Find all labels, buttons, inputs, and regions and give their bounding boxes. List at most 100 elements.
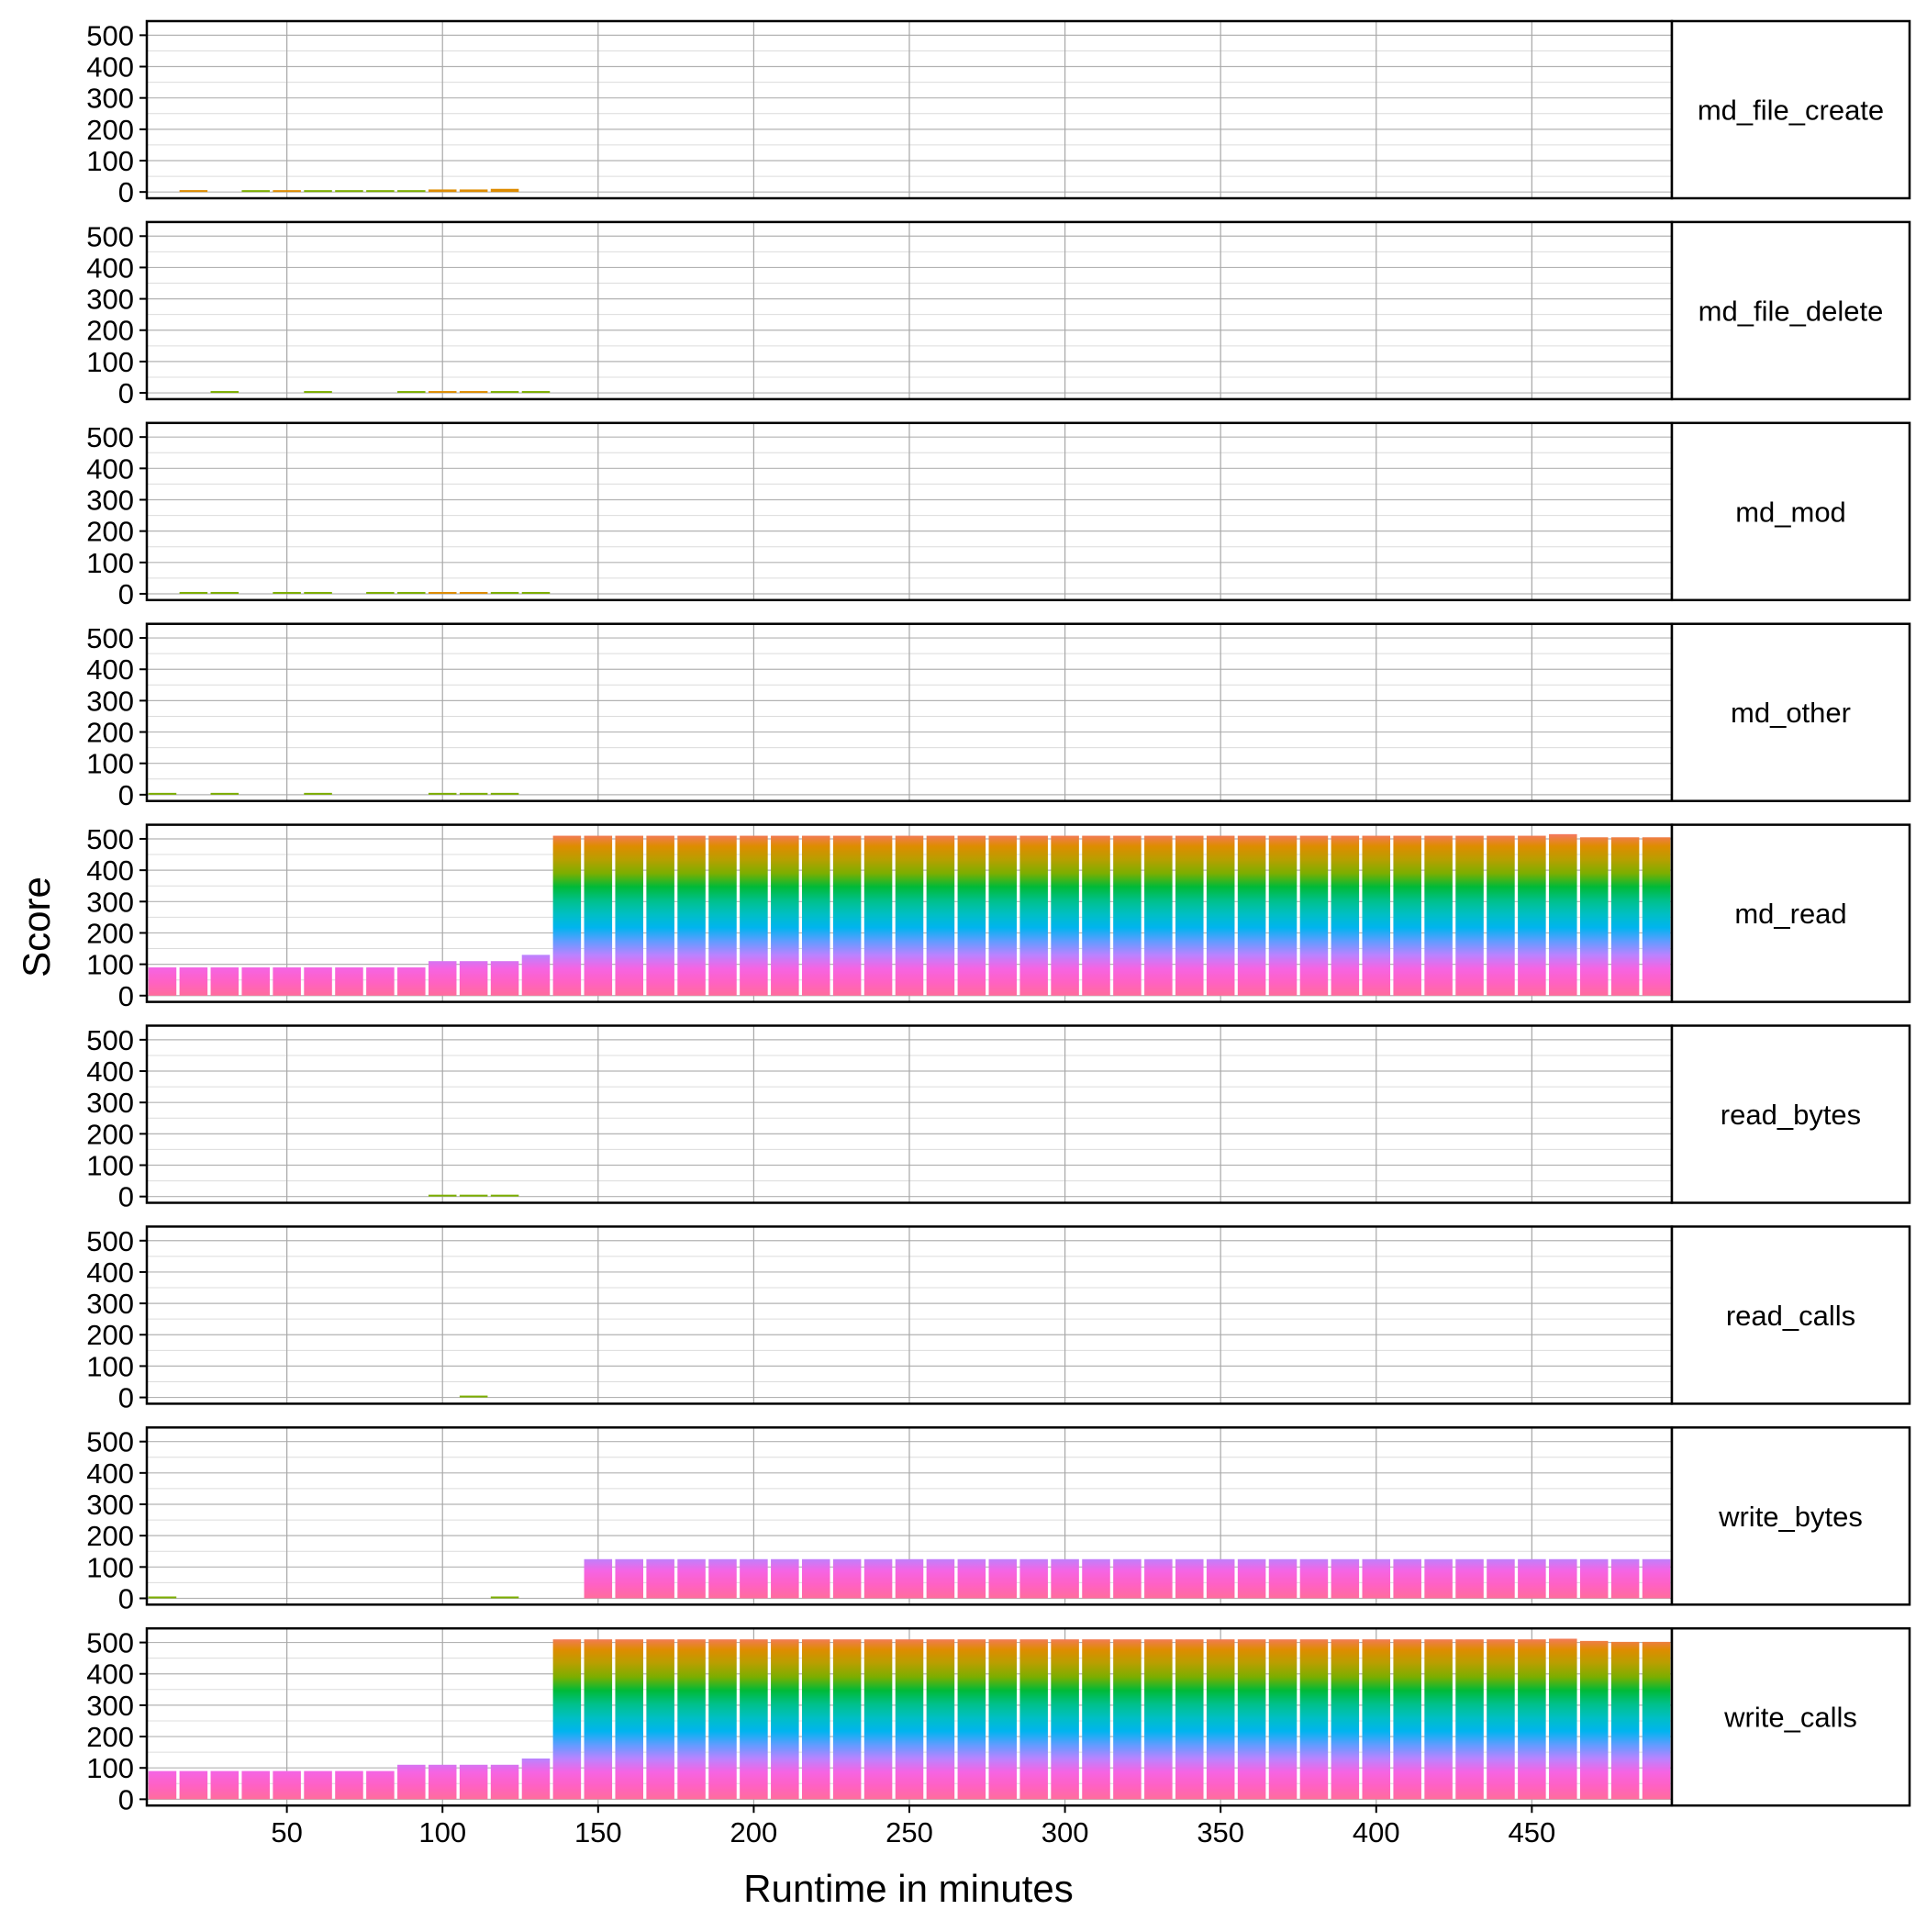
bar — [1455, 835, 1484, 996]
y-tick-label: 500 — [86, 1024, 134, 1056]
bar — [1362, 1558, 1391, 1599]
bar — [708, 835, 737, 996]
bar — [1579, 837, 1609, 996]
y-tick-label: 0 — [118, 578, 134, 610]
bar — [179, 1770, 208, 1800]
bar — [1455, 1639, 1484, 1800]
y-tick-label: 100 — [86, 346, 134, 378]
bar — [428, 1194, 457, 1197]
bar — [148, 792, 177, 795]
bar — [241, 1770, 270, 1800]
bar — [1642, 1641, 1671, 1800]
bar — [895, 835, 924, 996]
bar — [521, 955, 551, 996]
bar — [895, 1639, 924, 1800]
bar — [428, 792, 457, 795]
bar — [490, 961, 519, 996]
bar — [801, 835, 830, 996]
bar — [428, 961, 457, 996]
bar — [1642, 1558, 1671, 1599]
bar — [1424, 1639, 1453, 1800]
bar — [1393, 835, 1421, 996]
y-tick-label: 300 — [86, 484, 134, 516]
y-tick-label: 500 — [86, 1627, 134, 1659]
bar — [708, 1639, 737, 1800]
bar — [1268, 1558, 1298, 1599]
bar — [1610, 1641, 1640, 1800]
bar — [1299, 1558, 1329, 1599]
bar — [459, 1395, 488, 1398]
y-tick-label: 200 — [86, 917, 134, 949]
bar — [428, 1764, 457, 1800]
strip-label: write_bytes — [1718, 1501, 1863, 1533]
y-tick-label: 0 — [118, 1582, 134, 1614]
bar — [490, 792, 519, 795]
y-tick-label: 0 — [118, 980, 134, 1012]
x-axis: 50 100 150 200 250 300 350 400 450 — [271, 1805, 1555, 1848]
bar — [1144, 1639, 1173, 1800]
bar — [490, 1764, 519, 1800]
bar — [801, 1639, 830, 1800]
bar — [304, 391, 332, 394]
bar — [397, 190, 426, 193]
bar — [926, 835, 955, 996]
bar — [1082, 1639, 1110, 1800]
bar — [1113, 835, 1142, 996]
bar — [459, 591, 488, 594]
bar — [615, 835, 643, 996]
bar — [148, 967, 177, 996]
x-tick-label: 50 — [271, 1816, 302, 1848]
bar — [1268, 835, 1298, 996]
bar — [459, 1764, 488, 1800]
y-tick-label: 400 — [86, 1658, 134, 1691]
y-tick-label: 200 — [86, 717, 134, 749]
bar — [148, 1770, 177, 1800]
bar — [832, 1639, 862, 1800]
y-tick-label: 100 — [86, 1350, 134, 1382]
bar — [459, 189, 488, 193]
bar — [273, 967, 301, 996]
bar — [490, 391, 519, 394]
bar — [957, 835, 986, 996]
y-tick-label: 400 — [86, 653, 134, 686]
bar — [1019, 835, 1048, 996]
bar — [1206, 1558, 1235, 1599]
bar — [895, 1558, 924, 1599]
bar — [210, 967, 239, 996]
bar — [335, 967, 363, 996]
y-tick-label: 100 — [86, 1752, 134, 1784]
bar — [397, 1764, 426, 1800]
bar — [1268, 1639, 1298, 1800]
bar — [1642, 837, 1671, 996]
bar — [740, 1639, 768, 1800]
y-tick-label: 400 — [86, 1256, 134, 1289]
bar — [179, 967, 208, 996]
y-tick-label: 400 — [86, 452, 134, 485]
bar — [1206, 835, 1235, 996]
bar — [459, 792, 488, 795]
bar — [988, 1639, 1018, 1800]
bar — [801, 1558, 830, 1599]
strip-box — [1670, 1225, 1911, 1405]
y-tick-label: 500 — [86, 421, 134, 453]
bar — [1424, 835, 1453, 996]
y-tick-label: 100 — [86, 145, 134, 177]
y-tick-label: 0 — [118, 176, 134, 208]
bar — [521, 591, 551, 594]
y-tick-label: 100 — [86, 949, 134, 981]
y-tick-label: 0 — [118, 1181, 134, 1213]
y-tick-label: 200 — [86, 114, 134, 146]
strip-label: read_calls — [1726, 1300, 1855, 1332]
bar — [1455, 1558, 1484, 1599]
bar — [335, 1770, 363, 1800]
y-tick-label: 300 — [86, 685, 134, 717]
bar — [771, 1639, 799, 1800]
bar — [1331, 835, 1360, 996]
bar — [1082, 835, 1110, 996]
